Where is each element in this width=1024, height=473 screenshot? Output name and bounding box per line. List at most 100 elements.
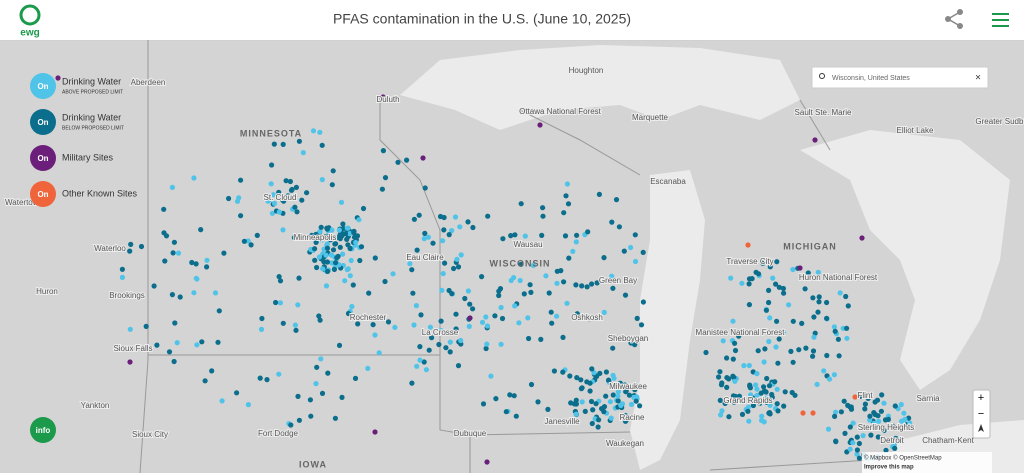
site-marker[interactable] (273, 299, 279, 306)
site-marker[interactable] (199, 339, 205, 345)
site-marker[interactable] (867, 413, 873, 419)
site-marker[interactable] (276, 371, 282, 377)
site-marker[interactable] (330, 247, 337, 253)
site-marker[interactable] (617, 380, 623, 386)
site-marker[interactable] (416, 212, 422, 218)
site-marker[interactable] (749, 276, 755, 282)
site-marker[interactable] (407, 261, 413, 267)
site-marker[interactable] (546, 290, 552, 296)
site-marker[interactable] (584, 284, 590, 290)
site-marker[interactable] (875, 413, 881, 419)
site-marker[interactable] (453, 311, 459, 317)
site-marker[interactable] (372, 332, 378, 338)
site-marker[interactable] (280, 227, 286, 233)
site-marker[interactable] (615, 398, 621, 404)
site-marker[interactable] (269, 162, 275, 168)
site-marker[interactable] (276, 189, 282, 195)
site-marker[interactable] (587, 380, 593, 386)
site-marker[interactable] (773, 281, 779, 287)
site-marker[interactable] (610, 372, 616, 378)
site-marker[interactable] (847, 424, 853, 430)
site-marker[interactable] (204, 257, 210, 263)
logo-icon[interactable] (19, 4, 41, 26)
site-marker[interactable] (280, 197, 286, 203)
site-marker[interactable] (766, 338, 772, 345)
site-marker[interactable] (202, 378, 208, 384)
site-marker[interactable] (245, 238, 251, 244)
site-marker[interactable] (480, 401, 487, 407)
military-site[interactable] (537, 122, 543, 128)
site-marker[interactable] (623, 388, 629, 394)
site-marker[interactable] (440, 271, 446, 277)
site-marker[interactable] (554, 268, 560, 274)
site-marker[interactable] (323, 252, 329, 258)
site-marker[interactable] (578, 377, 584, 383)
toggle-button[interactable] (30, 181, 56, 207)
site-marker[interactable] (453, 326, 459, 332)
site-marker[interactable] (312, 257, 318, 263)
site-marker[interactable] (560, 369, 566, 375)
site-marker[interactable] (512, 303, 518, 309)
site-marker[interactable] (753, 382, 759, 388)
site-marker[interactable] (824, 299, 830, 306)
site-marker[interactable] (821, 368, 827, 374)
site-marker[interactable] (296, 275, 302, 281)
site-marker[interactable] (347, 231, 353, 237)
site-marker[interactable] (516, 320, 522, 326)
site-marker[interactable] (892, 403, 898, 409)
site-marker[interactable] (814, 381, 820, 387)
site-marker[interactable] (579, 283, 585, 289)
site-marker[interactable] (283, 178, 289, 184)
info-button[interactable] (30, 417, 56, 443)
site-marker[interactable] (589, 366, 595, 372)
site-marker[interactable] (171, 239, 177, 245)
site-marker[interactable] (850, 420, 856, 426)
site-marker[interactable] (241, 238, 247, 244)
site-marker[interactable] (845, 303, 851, 309)
site-marker[interactable] (720, 338, 726, 344)
site-marker[interactable] (561, 210, 567, 216)
site-marker[interactable] (370, 322, 376, 328)
site-marker[interactable] (452, 214, 459, 220)
site-marker[interactable] (724, 355, 730, 361)
site-marker[interactable] (414, 247, 420, 253)
site-marker[interactable] (300, 150, 306, 156)
site-marker[interactable] (758, 390, 764, 396)
site-marker[interactable] (277, 278, 284, 284)
site-marker[interactable] (563, 193, 569, 199)
site-marker[interactable] (856, 440, 863, 447)
site-marker[interactable] (587, 388, 593, 394)
site-marker[interactable] (815, 309, 821, 315)
site-marker[interactable] (719, 380, 725, 386)
site-marker[interactable] (204, 264, 210, 270)
site-marker[interactable] (271, 141, 277, 147)
site-marker[interactable] (169, 292, 175, 298)
site-marker[interactable] (382, 175, 389, 181)
site-marker[interactable] (816, 294, 822, 300)
site-marker[interactable] (411, 322, 417, 328)
site-marker[interactable] (554, 280, 560, 286)
site-marker[interactable] (421, 359, 427, 365)
site-marker[interactable] (538, 336, 544, 342)
site-marker[interactable] (735, 395, 741, 401)
site-marker[interactable] (295, 393, 301, 399)
site-marker[interactable] (177, 294, 183, 300)
site-marker[interactable] (892, 445, 898, 451)
site-marker[interactable] (621, 248, 627, 254)
site-marker[interactable] (329, 182, 335, 188)
site-marker[interactable] (465, 288, 471, 294)
site-marker[interactable] (518, 201, 524, 207)
compass[interactable] (978, 424, 984, 432)
site-marker[interactable] (500, 236, 506, 242)
site-marker[interactable] (610, 285, 616, 291)
site-marker[interactable] (313, 239, 319, 245)
site-marker[interactable] (270, 192, 276, 198)
site-marker[interactable] (562, 233, 569, 239)
site-marker[interactable] (484, 323, 491, 329)
site-marker[interactable] (815, 269, 821, 275)
site-marker[interactable] (805, 270, 811, 276)
site-marker[interactable] (528, 381, 535, 388)
site-marker[interactable] (790, 266, 796, 273)
site-marker[interactable] (526, 335, 532, 342)
site-marker[interactable] (194, 276, 200, 282)
